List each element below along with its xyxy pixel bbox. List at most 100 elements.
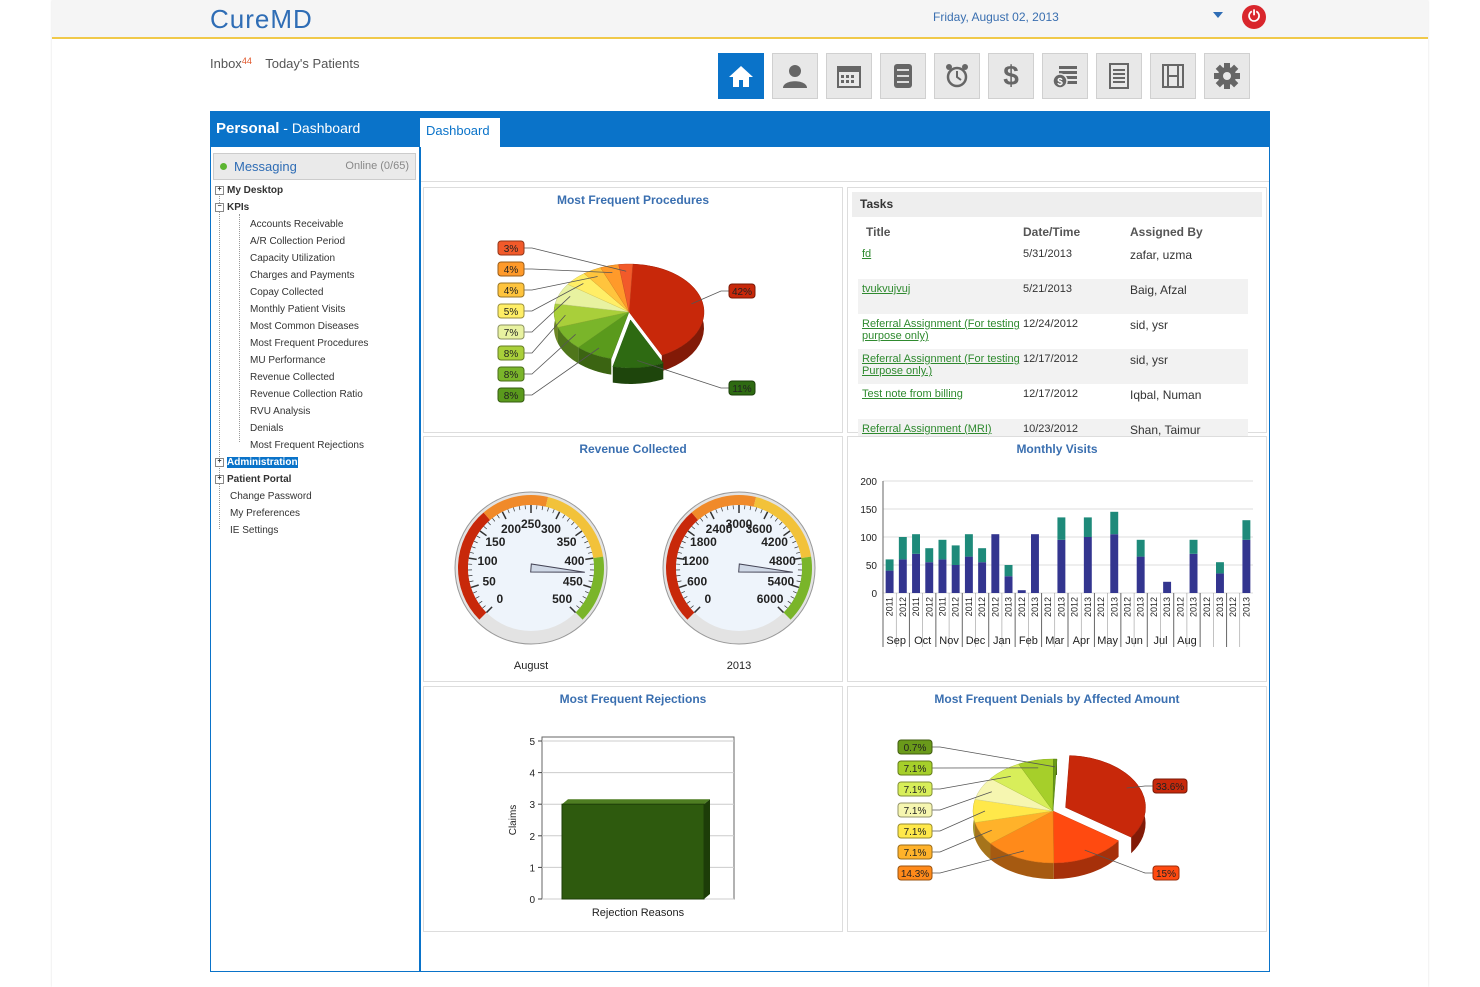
- visits-bar[interactable]: [885, 559, 894, 571]
- visits-bar[interactable]: [1004, 576, 1013, 593]
- visits-bar[interactable]: [1057, 539, 1066, 593]
- records-button[interactable]: [880, 53, 926, 99]
- pie-slice[interactable]: [1065, 755, 1146, 838]
- visits-bar[interactable]: [885, 570, 894, 593]
- task-row[interactable]: fd 5/31/2013 zafar, uzma: [858, 244, 1248, 279]
- visits-bar[interactable]: [1057, 517, 1066, 540]
- tree-item-patient-portal[interactable]: + Patient Portal: [215, 474, 291, 485]
- pie-slice[interactable]: [628, 263, 705, 356]
- visits-bar[interactable]: [991, 534, 1000, 593]
- patient-button[interactable]: [772, 53, 818, 99]
- task-row[interactable]: tvukvujvuj 5/21/2013 Baig, Afzal: [858, 279, 1248, 314]
- tree-item-my-preferences[interactable]: My Preferences: [230, 508, 301, 519]
- reminders-button[interactable]: [934, 53, 980, 99]
- tree-item-kpi[interactable]: Charges and Payments: [250, 270, 355, 281]
- visits-bar[interactable]: [898, 559, 907, 593]
- tree-item-kpi[interactable]: Revenue Collection Ratio: [250, 389, 363, 400]
- visits-bar[interactable]: [1189, 553, 1198, 593]
- visits-bar[interactable]: [1110, 511, 1119, 535]
- visits-bar[interactable]: [925, 548, 934, 563]
- visits-bar[interactable]: [1163, 581, 1172, 593]
- visits-bar[interactable]: [964, 534, 973, 557]
- visits-bar[interactable]: [1017, 590, 1026, 593]
- visits-bar[interactable]: [1004, 565, 1013, 577]
- tree-item-my-desktop[interactable]: + My Desktop: [215, 185, 283, 196]
- tree-item-change-password[interactable]: Change Password: [230, 491, 312, 502]
- tab-dashboard[interactable]: Dashboard: [420, 118, 500, 147]
- task-title-link[interactable]: tvukvujvuj: [862, 283, 911, 295]
- collapse-icon[interactable]: −: [215, 202, 224, 212]
- visits-bar[interactable]: [925, 562, 934, 593]
- tree-item-kpi[interactable]: Revenue Collected: [250, 372, 335, 383]
- tree-item-kpi[interactable]: Most Common Diseases: [250, 321, 359, 332]
- col-date[interactable]: Date/Time: [1023, 225, 1081, 239]
- expand-icon[interactable]: +: [215, 474, 224, 484]
- pie-slice[interactable]: [990, 810, 1055, 864]
- visits-bar[interactable]: [1189, 539, 1198, 554]
- media-button[interactable]: [1150, 53, 1196, 99]
- tree-item-kpi[interactable]: Copay Collected: [250, 287, 324, 298]
- visits-bar[interactable]: [1083, 537, 1092, 593]
- visits-bar[interactable]: [964, 556, 973, 593]
- scheduler-button[interactable]: [826, 53, 872, 99]
- pie-slice[interactable]: [1052, 810, 1120, 864]
- tree-item-ie-settings[interactable]: IE Settings: [230, 525, 279, 536]
- payments-button[interactable]: $: [1042, 53, 1088, 99]
- visits-bar[interactable]: [1136, 556, 1145, 593]
- visits-bar[interactable]: [978, 562, 987, 593]
- visits-bar[interactable]: [1216, 562, 1224, 574]
- pie-slice[interactable]: [1052, 758, 1058, 812]
- visits-bar[interactable]: [978, 548, 987, 563]
- task-title-link[interactable]: Test note from billing: [862, 388, 963, 400]
- tree-item-kpi[interactable]: MU Performance: [250, 355, 326, 366]
- expand-icon[interactable]: +: [215, 457, 224, 467]
- billing-button[interactable]: $: [988, 53, 1034, 99]
- messaging-label[interactable]: Messaging: [234, 159, 297, 174]
- inbox-link[interactable]: Inbox: [210, 56, 242, 71]
- visits-bar[interactable]: [912, 534, 920, 554]
- tree-item-kpi[interactable]: RVU Analysis: [250, 406, 311, 417]
- visits-bar[interactable]: [1031, 534, 1039, 593]
- tree-item-kpi[interactable]: A/R Collection Period: [250, 236, 346, 247]
- visits-bar[interactable]: [1216, 573, 1224, 593]
- tree-item-kpi[interactable]: Most Frequent Rejections: [250, 440, 364, 451]
- task-row[interactable]: Test note from billing 12/17/2012 Iqbal, N…: [858, 384, 1248, 419]
- todays-patients-link[interactable]: Today's Patients: [265, 56, 360, 71]
- task-row[interactable]: Referral Assignment (For testing Purpose…: [858, 349, 1248, 384]
- visits-bar[interactable]: [1136, 539, 1145, 557]
- tree-item-kpi[interactable]: Monthly Patient Visits: [250, 304, 346, 315]
- visits-bar[interactable]: [938, 559, 947, 593]
- tree-item-kpi[interactable]: Most Frequent Procedures: [250, 338, 369, 349]
- chevron-down-icon[interactable]: [1213, 12, 1223, 18]
- col-assigned-by[interactable]: Assigned By: [1130, 225, 1203, 239]
- tree-item-kpi[interactable]: Accounts Receivable: [250, 219, 344, 230]
- home-button[interactable]: [718, 53, 764, 99]
- tree-item-administration[interactable]: + Administration: [215, 457, 298, 468]
- rejection-bar[interactable]: [561, 803, 705, 900]
- visits-bar[interactable]: [951, 565, 960, 593]
- visits-bar[interactable]: [898, 537, 907, 560]
- task-title-link[interactable]: fd: [862, 248, 872, 260]
- col-title[interactable]: Title: [866, 225, 891, 239]
- documents-button[interactable]: [1096, 53, 1142, 99]
- tree-item-kpi[interactable]: Capacity Utilization: [250, 253, 336, 264]
- visits-bar[interactable]: [1242, 520, 1251, 540]
- procedures-pie-chart[interactable]: 42% 11% 8% 8% 8% 7% 5% 4% 4% 3%: [424, 212, 842, 432]
- visits-bar[interactable]: [1110, 534, 1119, 593]
- visits-bar[interactable]: [912, 553, 920, 593]
- tree-item-kpis[interactable]: − KPIs: [215, 202, 249, 213]
- settings-button[interactable]: [1204, 53, 1250, 99]
- visits-bar[interactable]: [951, 545, 960, 565]
- visits-bar[interactable]: [1083, 517, 1092, 537]
- expand-icon[interactable]: +: [215, 185, 224, 195]
- task-title-link[interactable]: Referral Assignment (For testing purpose…: [862, 318, 1020, 342]
- messaging-box[interactable]: Messaging Online (0/65): [213, 153, 416, 180]
- pie-slice[interactable]: [612, 319, 664, 369]
- power-icon[interactable]: ⏻: [1242, 5, 1266, 29]
- pie-slice[interactable]: [618, 263, 634, 313]
- visits-bar[interactable]: [938, 539, 947, 560]
